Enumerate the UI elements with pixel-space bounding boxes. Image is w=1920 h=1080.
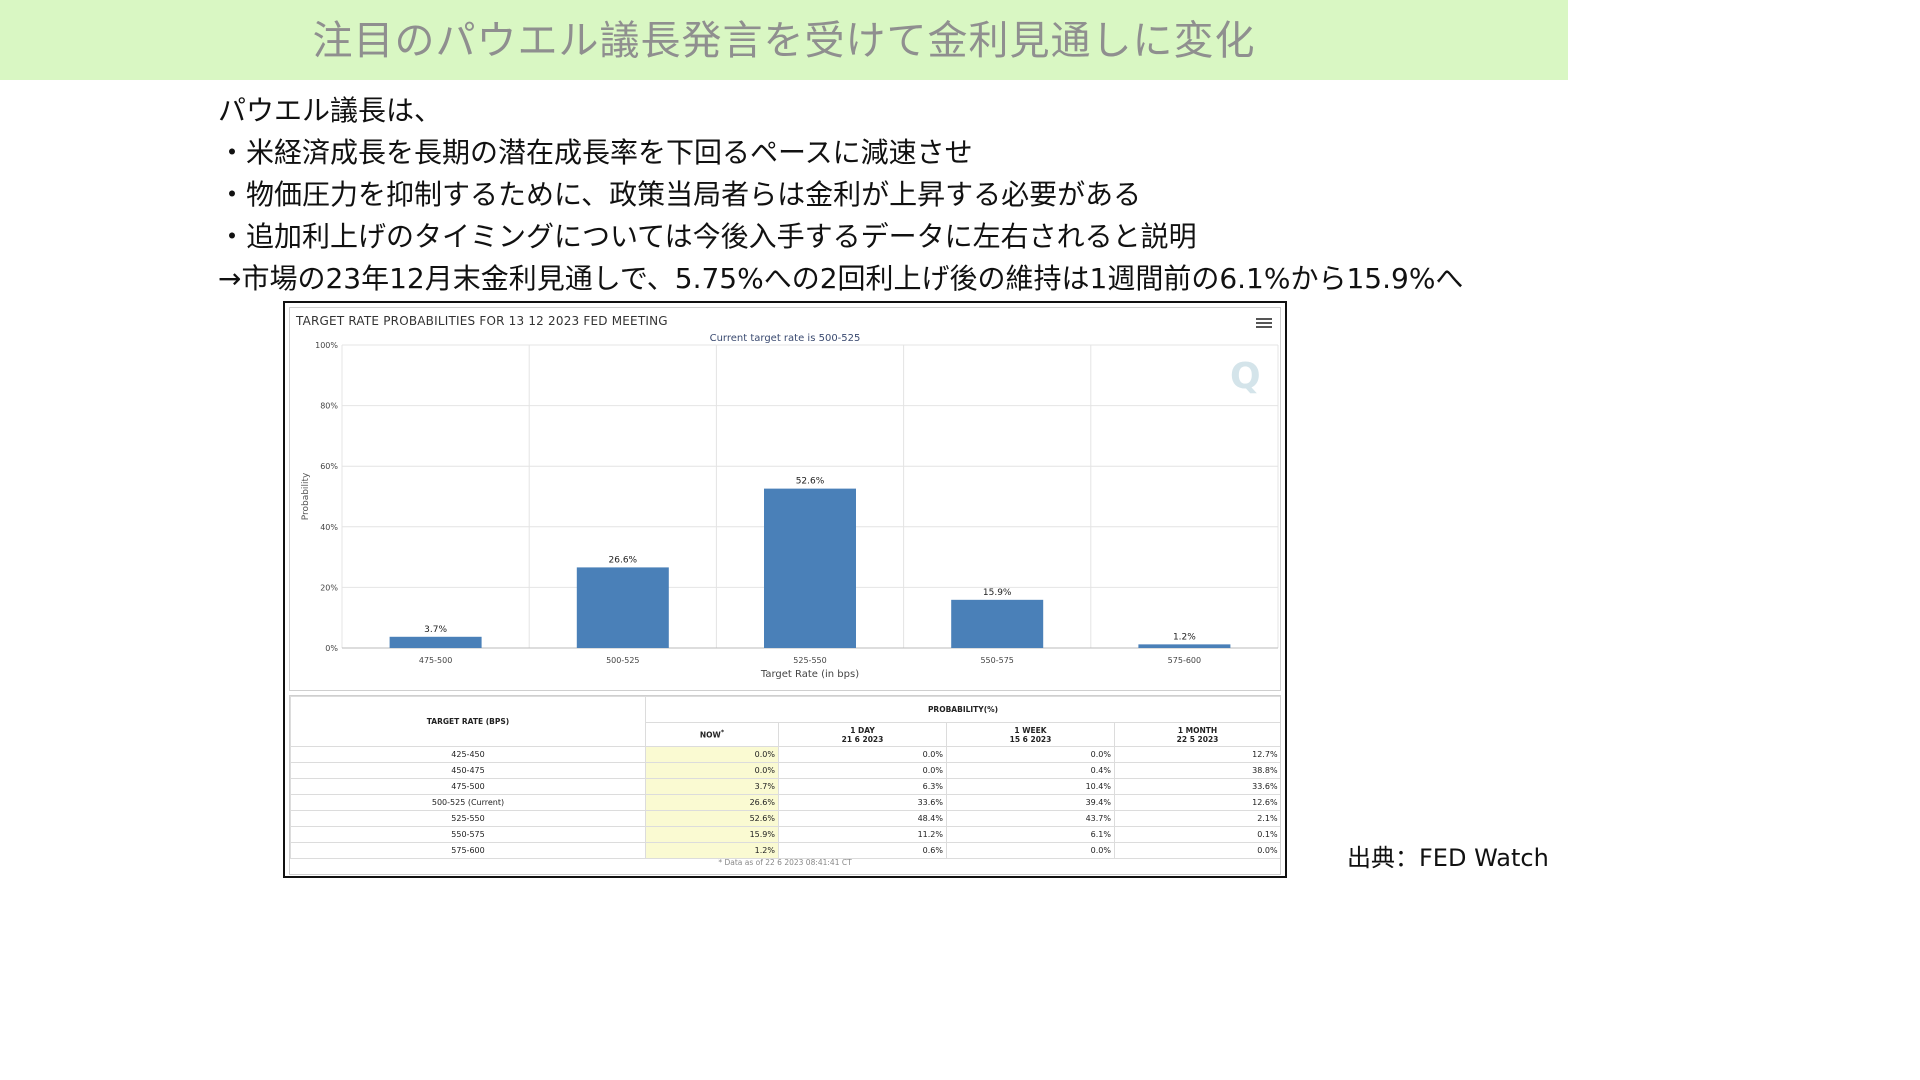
y-tick-label: 20% xyxy=(320,583,338,592)
bar-chart: 0% 20% 40% 60% 80% 100% 3.7% 475-500 26.6% 500-52… xyxy=(301,341,1279,680)
cell-now: 3.7% xyxy=(645,778,779,795)
slide-title: 注目のパウエル議長発言を受けて金利見通しに変化 xyxy=(312,18,1256,64)
x-tick-label: 575-600 xyxy=(1168,656,1201,665)
y-tick-label: 0% xyxy=(325,644,338,653)
cell-month: 2.1% xyxy=(1113,810,1280,827)
title-band xyxy=(0,0,1568,80)
x-tick-label: 550-575 xyxy=(980,656,1013,665)
cell-month: 38.8% xyxy=(1113,762,1280,779)
chart-subtitle: Current target rate is 500-525 xyxy=(709,333,861,344)
source-credit: 出典：FED Watch xyxy=(1347,844,1549,872)
probability-table-area: TARGET RATE (BPS) PROBABILITY(%) NOW* 1 … xyxy=(289,695,1281,875)
cell-month: 12.7% xyxy=(1113,746,1280,763)
data-label: 52.6% xyxy=(796,477,825,487)
cell-rate: 425-450 xyxy=(290,746,646,763)
cell-rate: 450-475 xyxy=(290,762,646,779)
cell-day: 0.0% xyxy=(778,746,947,763)
cell-week: 0.0% xyxy=(946,746,1115,763)
y-tick-label: 60% xyxy=(320,462,338,471)
header-target-rate: TARGET RATE (BPS) xyxy=(290,696,646,747)
fedwatch-panel: 0% 20% 40% 60% 80% 100% 3.7% 475-500 26.6% 500-52… xyxy=(283,301,1287,878)
probability-table: TARGET RATE (BPS) PROBABILITY(%) NOW* 1 … xyxy=(290,696,1280,859)
bar xyxy=(389,636,482,648)
cell-week: 0.0% xyxy=(946,842,1115,859)
cell-rate: 475-500 xyxy=(290,778,646,795)
x-tick-label: 475-500 xyxy=(419,656,452,665)
cell-now: 1.2% xyxy=(645,842,779,859)
cell-month: 12.6% xyxy=(1113,794,1280,811)
data-label: 3.7% xyxy=(424,625,447,635)
q-watermark-icon: Q xyxy=(1230,356,1261,397)
cell-now: 52.6% xyxy=(645,810,779,827)
body-line-intro: パウエル議長は、 xyxy=(218,94,443,127)
table-row: 550-575 15.9% 11.2% 6.1% 0.1% xyxy=(290,826,1280,843)
x-axis-title: Target Rate (in bps) xyxy=(760,669,859,680)
body-line-outlook: →市場の23年12月末金利見通しで、5.75%への2回利上げ後の維持は1週間前の… xyxy=(218,262,1464,295)
menu-icon[interactable] xyxy=(1256,316,1272,332)
bar xyxy=(951,599,1044,648)
cell-week: 39.4% xyxy=(946,794,1115,811)
table-row: 450-475 0.0% 0.0% 0.4% 38.8% xyxy=(290,762,1280,779)
cell-now: 15.9% xyxy=(645,826,779,843)
header-now: NOW* xyxy=(645,722,779,747)
cell-week: 6.1% xyxy=(946,826,1115,843)
cell-day: 0.6% xyxy=(778,842,947,859)
cell-month: 0.1% xyxy=(1113,826,1280,843)
bar xyxy=(576,567,669,648)
y-axis-title: Probability xyxy=(301,472,311,520)
cell-rate: 550-575 xyxy=(290,826,646,843)
body-line-timing: ・追加利上げのタイミングについては今後入手するデータに左右されると説明 xyxy=(218,220,1197,253)
data-label: 26.6% xyxy=(609,555,638,565)
data-label: 1.2% xyxy=(1173,632,1196,642)
table-footnote: * Data as of 22 6 2023 08:41:41 CT xyxy=(718,858,852,867)
body-line-rates: ・物価圧力を抑制するために、政策当局者らは金利が上昇する必要がある xyxy=(218,178,1142,211)
table-row: 575-600 1.2% 0.6% 0.0% 0.0% xyxy=(290,842,1280,859)
cell-week: 0.4% xyxy=(946,762,1115,779)
y-tick-label: 100% xyxy=(315,341,338,350)
header-1month: 1 MONTH 22 5 2023 xyxy=(1113,722,1280,747)
y-tick-label: 40% xyxy=(320,523,338,532)
cell-week: 43.7% xyxy=(946,810,1115,827)
table-row: 500-525 (Current) 26.6% 33.6% 39.4% 12.6% xyxy=(290,794,1280,811)
bar xyxy=(764,488,856,648)
cell-now: 0.0% xyxy=(645,746,779,763)
body-line-growth: ・米経済成長を長期の潜在成長率を下回るペースに減速させ xyxy=(218,136,973,169)
header-probability: PROBABILITY(%) xyxy=(644,696,1280,723)
cell-rate: 525-550 xyxy=(290,810,646,827)
cell-day: 48.4% xyxy=(778,810,947,827)
header-1day: 1 DAY 21 6 2023 xyxy=(778,722,947,747)
cell-day: 33.6% xyxy=(778,794,947,811)
cell-day: 11.2% xyxy=(778,826,947,843)
table-row: 425-450 0.0% 0.0% 0.0% 12.7% xyxy=(290,746,1280,763)
cell-day: 0.0% xyxy=(778,762,947,779)
cell-month: 0.0% xyxy=(1113,842,1280,859)
chart-area: 0% 20% 40% 60% 80% 100% 3.7% 475-500 26.6% 500-52… xyxy=(289,307,1281,691)
table-row: 525-550 52.6% 48.4% 43.7% 2.1% xyxy=(290,810,1280,827)
chart-title: TARGET RATE PROBABILITIES FOR 13 12 2023… xyxy=(296,314,668,328)
data-label: 15.9% xyxy=(983,588,1012,598)
y-tick-label: 80% xyxy=(320,402,338,411)
body-text: パウエル議長は、 ・米経済成長を長期の潜在成長率を下回るペースに減速させ ・物価… xyxy=(218,90,1558,300)
cell-week: 10.4% xyxy=(946,778,1115,795)
cell-now: 26.6% xyxy=(645,794,779,811)
cell-rate: 500-525 (Current) xyxy=(290,794,646,811)
cell-rate: 575-600 xyxy=(290,842,646,859)
bar xyxy=(1138,644,1231,648)
x-tick-label: 500-525 xyxy=(606,656,639,665)
cell-now: 0.0% xyxy=(645,762,779,779)
table-row: 475-500 3.7% 6.3% 10.4% 33.6% xyxy=(290,778,1280,795)
cell-day: 6.3% xyxy=(778,778,947,795)
cell-month: 33.6% xyxy=(1113,778,1280,795)
header-1week: 1 WEEK 15 6 2023 xyxy=(946,722,1115,747)
x-tick-label: 525-550 xyxy=(793,656,826,665)
